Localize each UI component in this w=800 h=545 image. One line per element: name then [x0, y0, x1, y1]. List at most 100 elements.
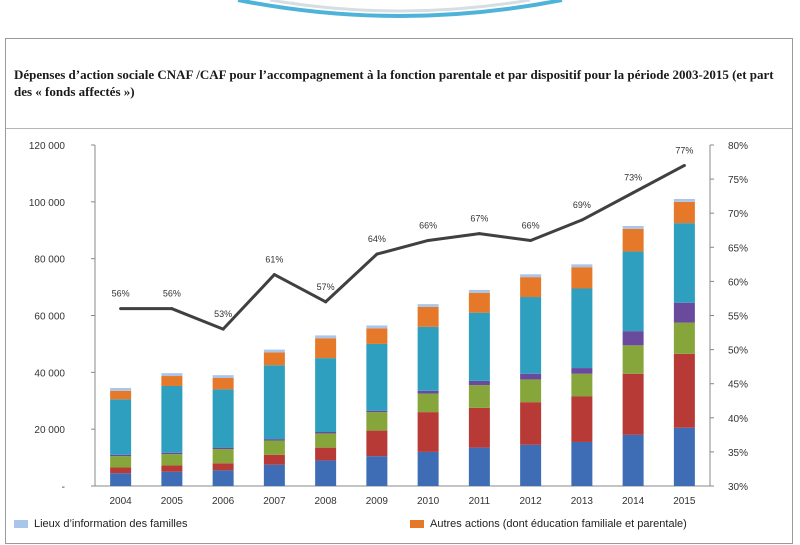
bar-segment-red — [417, 412, 439, 452]
bar-segment-green — [315, 433, 337, 448]
x-tick-label: 2012 — [520, 496, 543, 507]
chart-frame — [5, 38, 793, 544]
bar-segment-lightblue — [315, 335, 337, 339]
x-tick-label: 2014 — [622, 496, 645, 507]
bar-segment-blue — [520, 444, 542, 486]
bar-segment-lightblue — [673, 198, 695, 202]
y-left-tick-label: 60 000 — [34, 312, 65, 323]
bar-segment-red — [366, 430, 388, 457]
bar-segment-green — [110, 456, 132, 468]
bar-segment-teal — [110, 399, 132, 455]
legend-swatch-orange — [410, 520, 424, 528]
bar-segment-lightblue — [417, 304, 439, 307]
x-tick-label: 2007 — [263, 496, 286, 507]
line-point — [580, 218, 584, 222]
bar-segment-green — [263, 440, 285, 455]
bar-segment-lightblue — [161, 373, 183, 377]
bar-segment-orange — [571, 267, 593, 289]
line-data-label: 64% — [368, 234, 386, 244]
bar-segment-lightblue — [571, 264, 593, 268]
line-data-label: 66% — [522, 220, 540, 230]
chart-title: Dépenses d’action sociale CNAF /CAF pour… — [14, 67, 774, 99]
bar-segment-purple — [110, 454, 132, 457]
bar-segment-blue — [673, 427, 695, 486]
bar-segment-green — [622, 345, 644, 374]
bar-segment-teal — [571, 288, 593, 369]
line-data-label: 56% — [163, 289, 181, 299]
y-right-tick-label: 75% — [728, 175, 748, 186]
y-right-tick-label: 50% — [728, 346, 748, 357]
bar-segment-lightblue — [366, 325, 388, 329]
x-tick-label: 2005 — [161, 496, 184, 507]
y-left-tick-label: - — [62, 482, 65, 493]
bar-segment-orange — [622, 228, 644, 252]
line-point — [221, 327, 225, 331]
bar-segment-purple — [315, 432, 337, 434]
bar-segment-purple — [417, 390, 439, 394]
x-tick-label: 2013 — [571, 496, 594, 507]
bar-segment-green — [161, 454, 183, 466]
legend-item-lieux: Lieux d’information des familles — [14, 518, 187, 530]
bar-segment-red — [161, 465, 183, 472]
bar-segment-orange — [263, 352, 285, 366]
line-point — [529, 238, 533, 242]
title-divider — [6, 128, 792, 129]
bar-segment-orange — [673, 201, 695, 224]
bar-segment-teal — [315, 358, 337, 433]
bar-segment-red — [110, 467, 132, 474]
bar-segment-orange — [366, 328, 388, 344]
bar-segment-teal — [673, 223, 695, 303]
x-tick-label: 2004 — [110, 496, 133, 507]
bar-segment-blue — [622, 434, 644, 486]
bar-segment-lightblue — [212, 375, 234, 379]
bar-segment-teal — [622, 251, 644, 332]
bar-segment-teal — [263, 365, 285, 440]
x-tick-label: 2010 — [417, 496, 440, 507]
bar-segment-lightblue — [468, 289, 490, 293]
bar-segment-orange — [468, 292, 490, 313]
top-decoration — [237, 0, 563, 18]
line-data-label: 67% — [470, 214, 488, 224]
bar-segment-teal — [366, 343, 388, 411]
bar-segment-red — [571, 396, 593, 442]
bar-segment-red — [520, 402, 542, 445]
bar-segment-green — [673, 322, 695, 354]
line-data-label: 53% — [214, 309, 232, 319]
bar-segment-orange — [315, 338, 337, 359]
y-left-tick-label: 100 000 — [29, 198, 66, 209]
x-tick-label: 2008 — [315, 496, 338, 507]
legend-label-autres-actions: Autres actions (dont éducation familiale… — [430, 518, 687, 530]
bar-segment-blue — [161, 471, 183, 486]
line-data-label: 77% — [675, 145, 693, 155]
y-right-tick-label: 35% — [728, 448, 748, 459]
bar-segment-lightblue — [110, 387, 132, 391]
y-left-tick-label: 80 000 — [34, 255, 65, 266]
legend-swatch-lightblue — [14, 520, 28, 528]
bar-segment-blue — [110, 473, 132, 486]
bar-segment-purple — [212, 447, 234, 450]
bar-segment-orange — [520, 277, 542, 298]
bar-segment-teal — [417, 326, 439, 391]
line-data-label: 73% — [624, 173, 642, 183]
y-right-tick-label: 60% — [728, 277, 748, 288]
bar-segment-blue — [263, 464, 285, 486]
bar-segment-orange — [110, 390, 132, 400]
line-point — [426, 238, 430, 242]
bar-segment-teal — [468, 312, 490, 381]
y-right-tick-label: 30% — [728, 482, 748, 493]
bar-segment-red — [212, 463, 234, 471]
bar-segment-lightblue — [520, 274, 542, 278]
legend-label-lieux: Lieux d’information des familles — [34, 518, 188, 530]
bar-segment-lightblue — [622, 225, 644, 229]
legend-item-autres-actions: Autres actions (dont éducation familiale… — [410, 518, 687, 530]
bar-segment-red — [263, 454, 285, 465]
stacked-bar-chart: - 20 000 40 000 60 000 80 000 100 000 120 000 3… — [29, 141, 748, 507]
y-left-tick-label: 40 000 — [34, 368, 65, 379]
bar-segment-red — [315, 447, 337, 461]
bar-segment-teal — [520, 297, 542, 374]
line-point — [682, 163, 686, 167]
bar-segment-purple — [366, 410, 388, 413]
bar-segment-purple — [571, 368, 593, 374]
bar-segment-blue — [366, 456, 388, 486]
line-point — [170, 307, 174, 311]
